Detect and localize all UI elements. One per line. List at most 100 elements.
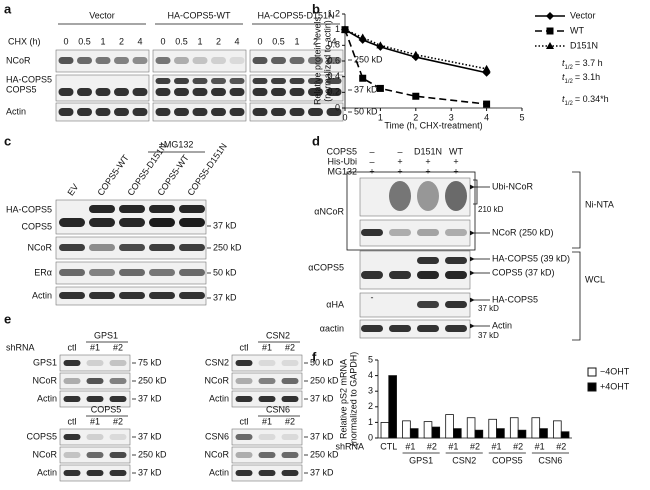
lane-label: #2 <box>285 416 295 426</box>
bar <box>453 428 462 439</box>
row-label: NCoR <box>32 375 57 385</box>
header-value: + <box>453 156 458 166</box>
bar <box>466 417 476 439</box>
lane-label: 0.5 <box>175 36 188 46</box>
band <box>326 108 342 116</box>
header-value: – <box>369 146 374 156</box>
panel-label: c <box>4 133 11 148</box>
bar <box>431 426 441 439</box>
marker-label: 250 kD <box>138 449 167 459</box>
lane-label: 4 <box>234 36 239 46</box>
row-label: NCoR <box>6 55 31 65</box>
bar <box>409 428 419 439</box>
band <box>95 57 111 64</box>
band <box>211 78 226 84</box>
marker-label: 250 kD <box>310 449 339 459</box>
marker-label: 37 kD <box>138 467 162 477</box>
band <box>281 396 299 402</box>
row-label: Actin <box>32 290 52 300</box>
antibody-label: αHA <box>326 299 344 309</box>
band <box>308 88 323 96</box>
panel-label: b <box>312 1 320 16</box>
band <box>281 434 299 440</box>
point <box>411 50 420 58</box>
x-tick-label: 2 <box>413 112 418 122</box>
header-value: + <box>453 166 458 176</box>
band <box>95 88 111 96</box>
lane-label: EV <box>65 182 80 198</box>
band <box>86 434 104 440</box>
band <box>445 271 467 279</box>
antibody-label: αCOPS5 <box>308 262 344 272</box>
band <box>326 57 342 64</box>
y-tick-label: 0 <box>335 102 340 112</box>
band <box>445 181 467 211</box>
bar <box>402 420 411 439</box>
band <box>63 434 81 440</box>
band <box>308 78 323 84</box>
lane-label: 1 <box>197 36 202 46</box>
band <box>89 218 115 227</box>
row-label: HA-COPS5 <box>6 204 52 214</box>
band <box>281 470 299 476</box>
lane-label: 0 <box>160 36 165 46</box>
header-value: + <box>425 166 430 176</box>
group-label: HA-COPS5-WT <box>168 10 232 20</box>
band <box>114 108 129 116</box>
y-tick-label: 5 <box>368 354 373 364</box>
x-tick-label: #2 <box>513 441 523 451</box>
annotation-sub: 1/2 <box>565 79 574 85</box>
band <box>445 257 467 264</box>
legend-label: Vector <box>570 10 596 20</box>
frame <box>346 171 476 251</box>
lane-label: #2 <box>285 342 295 352</box>
band <box>63 378 81 384</box>
row-label: Actin <box>209 467 229 477</box>
subpanel-title: CSN6 <box>266 404 290 414</box>
point <box>341 25 349 33</box>
band-label: Ubi-NCoR <box>492 181 534 191</box>
marker-label: 37 kD <box>354 84 378 94</box>
chx-label: CHX (h) <box>8 36 41 46</box>
bar <box>445 414 454 439</box>
bracket <box>572 251 581 341</box>
bar <box>539 428 548 439</box>
point <box>376 41 385 49</box>
annotation-text: = 3.7 h <box>575 58 603 68</box>
bracket-label: WCL <box>585 274 605 284</box>
band <box>211 57 226 64</box>
point <box>376 84 384 92</box>
band <box>252 78 268 84</box>
band <box>119 244 145 251</box>
band <box>63 452 81 458</box>
lane-label: 1 <box>100 36 105 46</box>
band <box>179 205 205 213</box>
band <box>89 269 115 276</box>
band <box>361 271 383 279</box>
band <box>109 452 127 458</box>
group-label: CSN2 <box>452 455 476 465</box>
band <box>252 57 268 64</box>
row-label: Actin <box>6 106 26 116</box>
band-label: Actin <box>492 320 512 330</box>
bracket <box>572 171 581 249</box>
x-axis-title: Time (h, CHX-treatment) <box>384 120 482 130</box>
band <box>445 301 467 308</box>
band <box>271 88 286 96</box>
band <box>132 88 148 96</box>
band <box>77 88 92 96</box>
header-label: His-Ubi <box>327 156 357 166</box>
band <box>155 88 171 96</box>
band <box>174 78 189 84</box>
band <box>235 470 253 476</box>
row-label: ERα <box>34 267 52 277</box>
row-label: CSN2 <box>205 357 229 367</box>
y-tick-label: 0.6 <box>327 55 340 65</box>
band <box>235 434 253 440</box>
band <box>119 292 145 299</box>
band <box>417 257 439 264</box>
band <box>109 396 127 402</box>
annotation-symbol: t <box>562 94 565 104</box>
band <box>109 378 127 384</box>
